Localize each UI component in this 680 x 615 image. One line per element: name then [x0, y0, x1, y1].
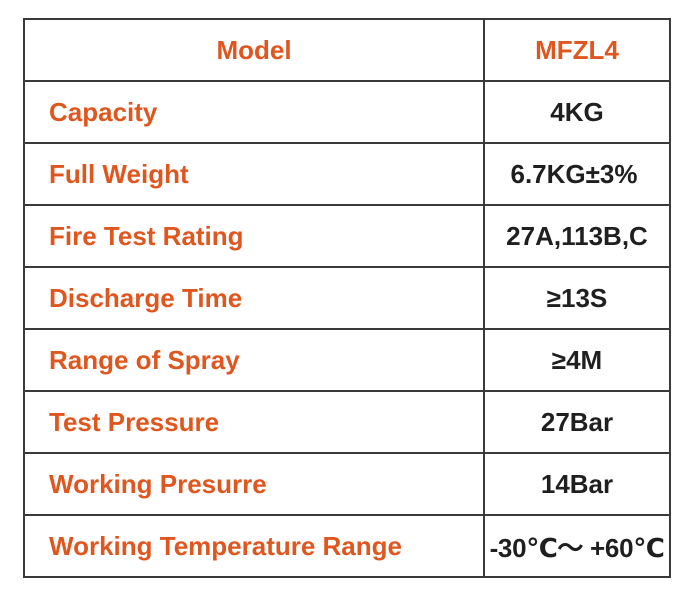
header-value: MFZL4	[483, 18, 671, 82]
row-label-working-temperature-range: Working Temperature Range	[23, 514, 485, 578]
row-label-working-pressure: Working Presurre	[23, 452, 485, 516]
row-value-full-weight: 6.7KG±3%	[483, 142, 671, 206]
row-label-fire-test-rating: Fire Test Rating	[23, 204, 485, 268]
row-value-working-pressure: 14Bar	[483, 452, 671, 516]
row-label-full-weight: Full Weight	[23, 142, 485, 206]
table-row: Full Weight 6.7KG±3%	[23, 142, 671, 206]
row-value-working-temperature-range: -30℃～ +60℃	[483, 514, 671, 578]
row-label-capacity: Capacity	[23, 80, 485, 144]
row-value-discharge-time: ≥13S	[483, 266, 671, 330]
header-label: Model	[23, 18, 485, 82]
table-row: Range of Spray ≥4M	[23, 328, 671, 392]
table-row: Discharge Time ≥13S	[23, 266, 671, 330]
full-weight-text: 6.7KG±3%	[510, 158, 638, 189]
table-row: Working Temperature Range -30℃～ +60℃	[23, 514, 671, 578]
row-value-test-pressure: 27Bar	[483, 390, 671, 454]
row-label-range-of-spray: Range of Spray	[23, 328, 485, 392]
row-value-range-of-spray: ≥4M	[483, 328, 671, 392]
table-row: Fire Test Rating 27A,113B,C	[23, 204, 671, 268]
row-label-test-pressure: Test Pressure	[23, 390, 485, 454]
table-row: Test Pressure 27Bar	[23, 390, 671, 454]
header-row: Model MFZL4	[23, 18, 671, 82]
row-label-discharge-time: Discharge Time	[23, 266, 485, 330]
row-value-capacity: 4KG	[483, 80, 671, 144]
table-row: Working Presurre 14Bar	[23, 452, 671, 516]
table-row: Capacity 4KG	[23, 80, 671, 144]
row-value-fire-test-rating: 27A,113B,C	[483, 204, 671, 268]
spec-table: Model MFZL4 Capacity 4KG Full Weight 6.7…	[23, 18, 671, 578]
